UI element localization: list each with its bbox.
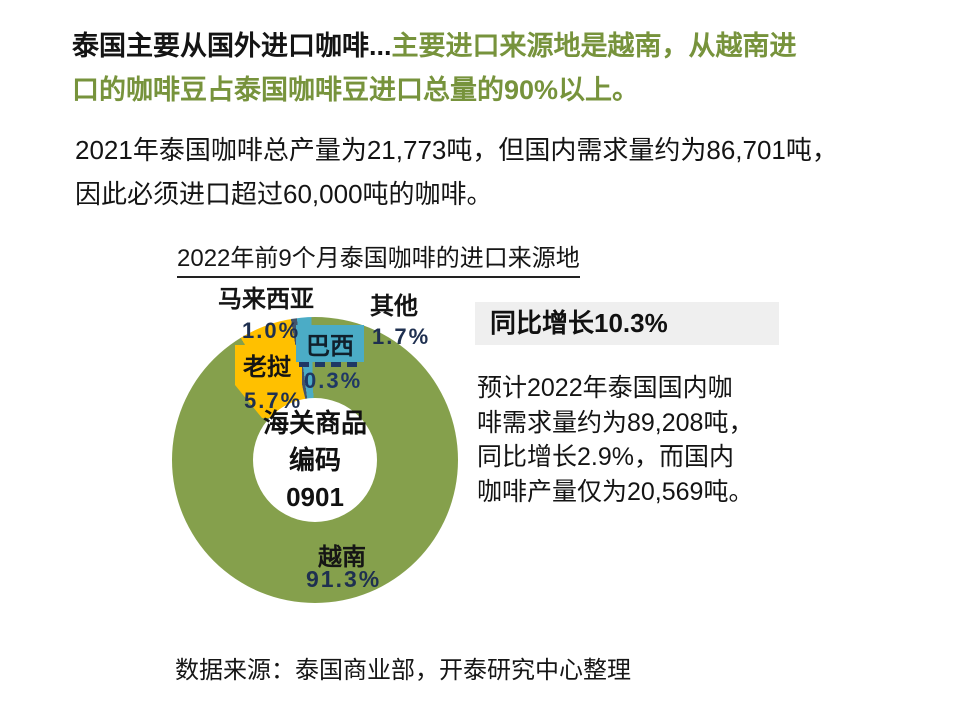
brazil-label: 巴西: [306, 333, 354, 360]
intro-line-2: 因此必须进口超过60,000吨的咖啡。: [75, 179, 493, 209]
donut-chart: 巴西 海关商品 编码 0901 马来西亚 1.0% 其他 1.7% 老挝 5.7…: [165, 278, 495, 613]
other-pct: 1.7%: [372, 324, 431, 349]
forecast-line-2: 啡需求量约为89,208吨，: [477, 408, 754, 437]
page-title-green-1: 主要进口来源地是越南，从越南进: [391, 31, 797, 61]
vietnam-label: 越南: [318, 544, 366, 571]
laos-pct: 5.7%: [244, 388, 303, 413]
brazil-pct: 0.3%: [304, 368, 363, 393]
chart-title: 2022年前9个月泰国咖啡的进口来源地: [177, 238, 580, 278]
center-line-2: 编码: [288, 444, 341, 475]
malaysia-pct: 1.0%: [242, 318, 301, 343]
center-line-3: 0901: [286, 481, 344, 512]
donut-center-label: 海关商品 编码 0901: [253, 398, 377, 522]
forecast-paragraph: 预计2022年泰国国内咖 啡需求量约为89,208吨， 同比增长2.9%，而国内…: [477, 371, 817, 509]
laos-label: 老挝: [243, 354, 291, 381]
forecast-line-3: 同比增长2.9%，而国内: [477, 443, 734, 471]
forecast-line-1: 预计2022年泰国国内咖: [477, 374, 733, 402]
other-label: 其他: [370, 293, 418, 320]
forecast-line-4: 咖啡产量仅为20,569吨。: [477, 477, 754, 506]
brazil-label-box: 巴西: [296, 325, 364, 362]
intro-line-1: 2021年泰国咖啡总产量为21,773吨，但国内需求量约为86,701吨，: [75, 135, 838, 165]
growth-highlight-box: 同比增长10.3%: [475, 302, 779, 345]
page-title: 泰国主要从国外进口咖啡...主要进口来源地是越南，从越南进 口的咖啡豆占泰国咖啡…: [72, 24, 912, 112]
page-title-black: 泰国主要从国外进口咖啡...: [72, 31, 392, 61]
intro-paragraph: 2021年泰国咖啡总产量为21,773吨，但国内需求量约为86,701吨， 因此…: [75, 128, 920, 216]
vietnam-pct: 91.3%: [306, 566, 382, 592]
brazil-leader-dashes: [299, 362, 357, 367]
growth-label: 同比增长10.3%: [490, 308, 668, 338]
data-source: 数据来源：泰国商业部，开泰研究中心整理: [175, 657, 631, 684]
malaysia-label: 马来西亚: [218, 286, 314, 313]
page-title-green-2: 口的咖啡豆占泰国咖啡豆进口总量的90%以上。: [72, 75, 640, 105]
center-line-1: 海关商品: [262, 407, 367, 438]
